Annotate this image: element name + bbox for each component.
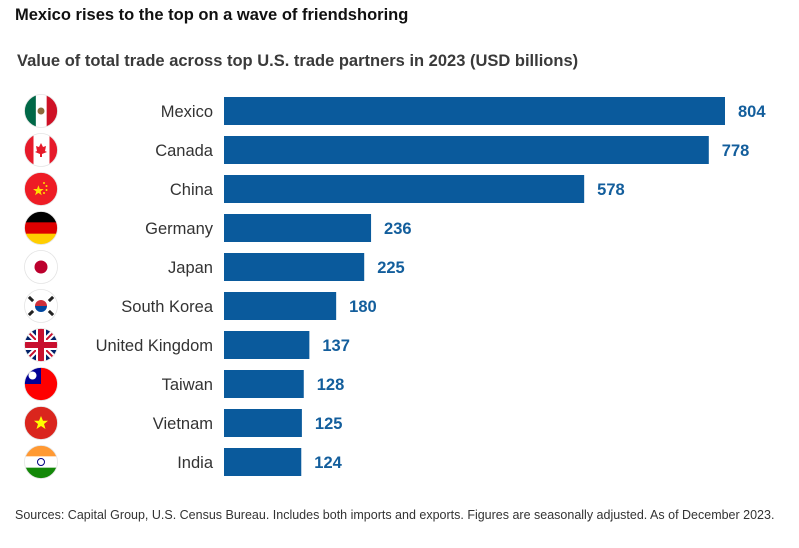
vietnam-flag-icon <box>24 406 58 440</box>
category-label-germany: Germany <box>145 220 214 238</box>
india-flag-icon <box>24 445 58 479</box>
china-flag-icon <box>24 172 58 206</box>
mexico-flag-icon <box>24 94 58 128</box>
canada-flag-icon <box>24 133 58 167</box>
value-labels: 804 778 578 236 225 180 137 128 125 124 <box>314 103 766 472</box>
bar-canada <box>224 136 709 164</box>
bar-vietnam <box>224 409 302 437</box>
japan-flag-icon <box>24 250 58 284</box>
chart-subtitle: Value of total trade across top U.S. tra… <box>17 52 579 70</box>
value-label-germany: 236 <box>384 220 412 238</box>
category-label-canada: Canada <box>155 142 214 160</box>
value-label-mexico: 804 <box>738 103 766 121</box>
bar-south-korea <box>224 292 337 320</box>
value-label-china: 578 <box>597 181 625 199</box>
chart-title: Mexico rises to the top on a wave of fri… <box>15 6 409 24</box>
value-label-taiwan: 128 <box>317 376 345 394</box>
value-label-vietnam: 125 <box>315 415 343 433</box>
category-label-vietnam: Vietnam <box>153 415 213 433</box>
category-label-mexico: Mexico <box>161 103 213 121</box>
bar-mexico <box>224 97 725 125</box>
bar-united-kingdom <box>224 331 310 359</box>
bar-china <box>224 175 585 203</box>
category-label-south-korea: South Korea <box>121 298 214 316</box>
taiwan-flag-icon <box>24 367 58 401</box>
south-korea-flag-icon <box>24 289 58 323</box>
flags-column <box>24 94 58 479</box>
source-footnote: Sources: Capital Group, U.S. Census Bure… <box>15 508 775 522</box>
category-label-united-kingdom: United Kingdom <box>96 337 213 355</box>
category-label-india: India <box>177 454 214 472</box>
category-labels: Mexico Canada China Germany Japan South Korea… <box>96 103 214 472</box>
value-label-japan: 225 <box>377 259 405 277</box>
value-label-south-korea: 180 <box>349 298 377 316</box>
bars <box>224 97 725 476</box>
bar-taiwan <box>224 370 304 398</box>
bar-germany <box>224 214 372 242</box>
category-label-taiwan: Taiwan <box>162 376 213 394</box>
bar-chart: Mexico Canada China Germany Japan South Korea… <box>24 94 766 479</box>
bar-india <box>224 448 302 476</box>
united-kingdom-flag-icon <box>24 328 58 362</box>
value-label-united-kingdom: 137 <box>322 337 350 355</box>
germany-flag-icon <box>24 211 58 245</box>
category-label-china: China <box>170 181 214 199</box>
value-label-india: 124 <box>314 454 342 472</box>
value-label-canada: 778 <box>722 142 750 160</box>
category-label-japan: Japan <box>168 259 213 277</box>
bar-japan <box>224 253 365 281</box>
